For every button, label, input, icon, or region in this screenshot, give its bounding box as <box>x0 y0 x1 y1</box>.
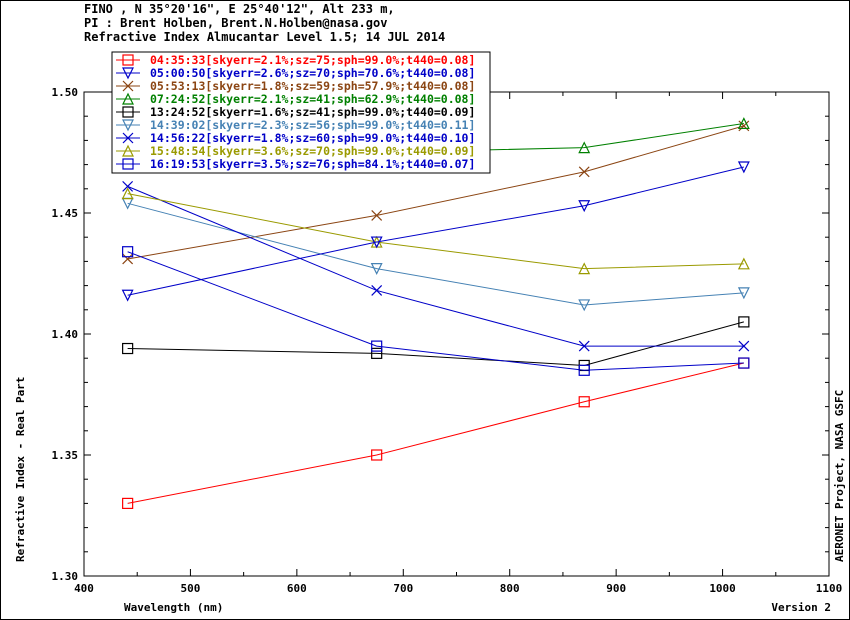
x-tick-label: 500 <box>180 582 200 595</box>
data-point <box>738 357 750 369</box>
data-point <box>121 289 134 302</box>
series-9 <box>121 161 750 302</box>
series-4 <box>122 316 750 372</box>
y-tick-label: 1.35 <box>52 449 79 462</box>
data-point <box>738 340 750 352</box>
series-line <box>127 185 744 347</box>
y-tick-label: 1.30 <box>52 570 79 583</box>
data-point <box>578 262 591 275</box>
data-point <box>370 263 383 276</box>
y-tick-label: 1.50 <box>52 86 79 99</box>
legend-entry: 13:24:52[skyerr=1.6%;sz=41;sph=99.0%;t44… <box>150 105 475 119</box>
series-8 <box>122 246 750 376</box>
legend-marker <box>122 144 134 157</box>
data-point <box>578 141 591 154</box>
data-point <box>370 236 383 249</box>
series-line <box>127 125 744 260</box>
data-point <box>371 285 383 296</box>
series-line <box>127 202 744 306</box>
legend-marker <box>122 132 134 144</box>
x-tick-label: 900 <box>606 582 626 595</box>
data-point <box>122 497 134 509</box>
legend-entry: 05:00:50[skyerr=2.6%;sz=70;sph=70.6%;t44… <box>150 66 475 80</box>
data-point <box>121 187 134 200</box>
legend-entry: 05:53:13[skyerr=1.8%;sz=59;sph=57.9%;t44… <box>150 79 475 93</box>
credit-label: AERONET Project, NASA GSFC <box>833 390 846 562</box>
data-point <box>578 166 590 178</box>
series-line <box>127 251 744 371</box>
data-point <box>737 257 750 270</box>
legend-entry: 04:35:33[skyerr=2.1%;sz=75;sph=99.0%;t44… <box>150 53 475 67</box>
data-point <box>737 117 750 130</box>
legend-box <box>111 51 491 174</box>
legend-entry: 14:39:02[skyerr=2.3%;sz=56;sph=99.0%;t44… <box>150 118 475 132</box>
y-tick-label: 1.45 <box>52 207 79 220</box>
data-point <box>122 342 134 355</box>
legend-marker <box>122 54 134 66</box>
legend-marker <box>122 106 134 118</box>
x-axis-label: Wavelength (nm) <box>124 601 223 614</box>
x-tick-label: 1000 <box>709 582 736 595</box>
legend-entry: 07:24:52[skyerr=2.1%;sz=41;sph=62.9%;t44… <box>150 92 475 106</box>
pi-info: PI : Brent Holben, Brent.N.Holben@nasa.g… <box>84 16 388 30</box>
series-2 <box>122 120 750 265</box>
data-point <box>578 340 590 352</box>
x-tick-label: 600 <box>287 582 307 595</box>
x-tick-label: 800 <box>500 582 520 595</box>
x-tick-label: 400 <box>74 582 94 595</box>
series-6 <box>122 180 750 352</box>
legend-marker <box>122 119 134 132</box>
data-point <box>371 209 383 221</box>
data-point <box>737 161 750 174</box>
legend-marker <box>122 80 134 92</box>
x-tick-label: 1100 <box>816 582 843 595</box>
data-point <box>122 180 134 192</box>
legend-marker <box>122 67 134 80</box>
series-line <box>127 166 744 296</box>
y-tick-label: 1.40 <box>52 328 79 341</box>
series-line <box>127 321 744 366</box>
chart-title: Refractive Index Almucantar Level 1.5; 1… <box>84 30 446 44</box>
y-axis-label: Refractive Index - Real Part <box>14 377 27 562</box>
legend-entry: 16:19:53[skyerr=3.5%;sz=76;sph=84.1%;t44… <box>150 157 475 171</box>
legend-marker <box>122 92 134 105</box>
legend-marker <box>122 158 134 170</box>
data-point <box>122 253 134 265</box>
data-point <box>738 316 750 328</box>
data-point <box>578 364 590 376</box>
data-point <box>578 299 591 312</box>
series-line <box>127 362 744 504</box>
series-line <box>127 193 744 270</box>
series-0 <box>122 357 750 509</box>
data-point <box>737 287 750 300</box>
site-title: FINO , N 35°20'16", E 25°40'12", Alt 233… <box>84 2 395 16</box>
data-point <box>578 396 590 408</box>
data-point <box>122 246 134 258</box>
data-point <box>738 120 750 132</box>
version-label: Version 2 <box>771 601 831 614</box>
data-point <box>371 340 383 352</box>
legend-entry: 14:56:22[skyerr=1.8%;sz=60;sph=99.0%;t44… <box>150 131 475 145</box>
data-point <box>371 347 383 359</box>
series-7 <box>121 187 750 275</box>
legend-entry: 15:48:54[skyerr=3.6%;sz=70;sph=99.0%;t44… <box>150 144 475 158</box>
data-point <box>371 449 383 461</box>
series-5 <box>121 197 750 312</box>
data-point <box>578 200 591 213</box>
x-tick-label: 700 <box>393 582 413 595</box>
